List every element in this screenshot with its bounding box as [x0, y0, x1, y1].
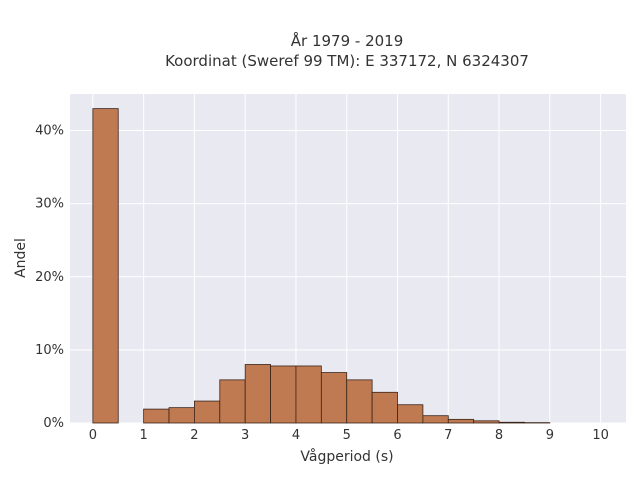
chart-title-line1: År 1979 - 2019 — [291, 31, 404, 50]
x-tick-label-6: 6 — [393, 428, 401, 443]
bar-3 — [194, 400, 221, 424]
x-axis-ticks: 0 1 2 3 4 5 6 7 8 9 10 — [89, 428, 609, 443]
y-tick-label-2: 20% — [35, 270, 64, 285]
y-axis-ticks: 0% 10% 20% 30% 40% — [35, 124, 64, 431]
x-tick-label-1: 1 — [139, 428, 147, 443]
bar-10 — [371, 391, 398, 424]
bar-14 — [473, 420, 500, 424]
x-tick-label-10: 10 — [592, 428, 609, 443]
bar-11 — [397, 404, 424, 424]
x-axis-label: Vågperiod (s) — [300, 448, 393, 465]
y-tick-label-3: 30% — [35, 197, 64, 212]
y-tick-label-4: 40% — [35, 124, 64, 139]
y-axis-label: Andel — [13, 238, 29, 278]
y-tick-label-1: 10% — [35, 343, 64, 358]
x-tick-label-3: 3 — [241, 428, 249, 443]
bar-8 — [320, 372, 348, 424]
plot-area — [70, 94, 626, 423]
bar-5 — [244, 364, 271, 424]
x-tick-label-7: 7 — [444, 428, 452, 443]
x-tick-label-5: 5 — [343, 428, 351, 443]
bar-6 — [270, 365, 297, 424]
x-tick-label-4: 4 — [292, 428, 300, 443]
bar-0 — [92, 108, 119, 424]
bar-7 — [295, 365, 322, 424]
bar-12 — [422, 415, 449, 424]
y-tick-label-0: 0% — [43, 416, 64, 431]
bar-13 — [447, 418, 475, 424]
x-tick-label-9: 9 — [546, 428, 554, 443]
x-tick-label-8: 8 — [495, 428, 503, 443]
x-tick-label-0: 0 — [89, 428, 97, 443]
chart-title-line2: Koordinat (Sweref 99 TM): E 337172, N 63… — [165, 52, 529, 70]
bar-1 — [143, 408, 170, 424]
bar-2 — [168, 407, 195, 424]
bar-9 — [346, 379, 373, 424]
bar-4 — [219, 379, 246, 424]
x-tick-label-2: 2 — [190, 428, 198, 443]
bar-15 — [498, 421, 525, 424]
bars-group — [92, 108, 551, 424]
